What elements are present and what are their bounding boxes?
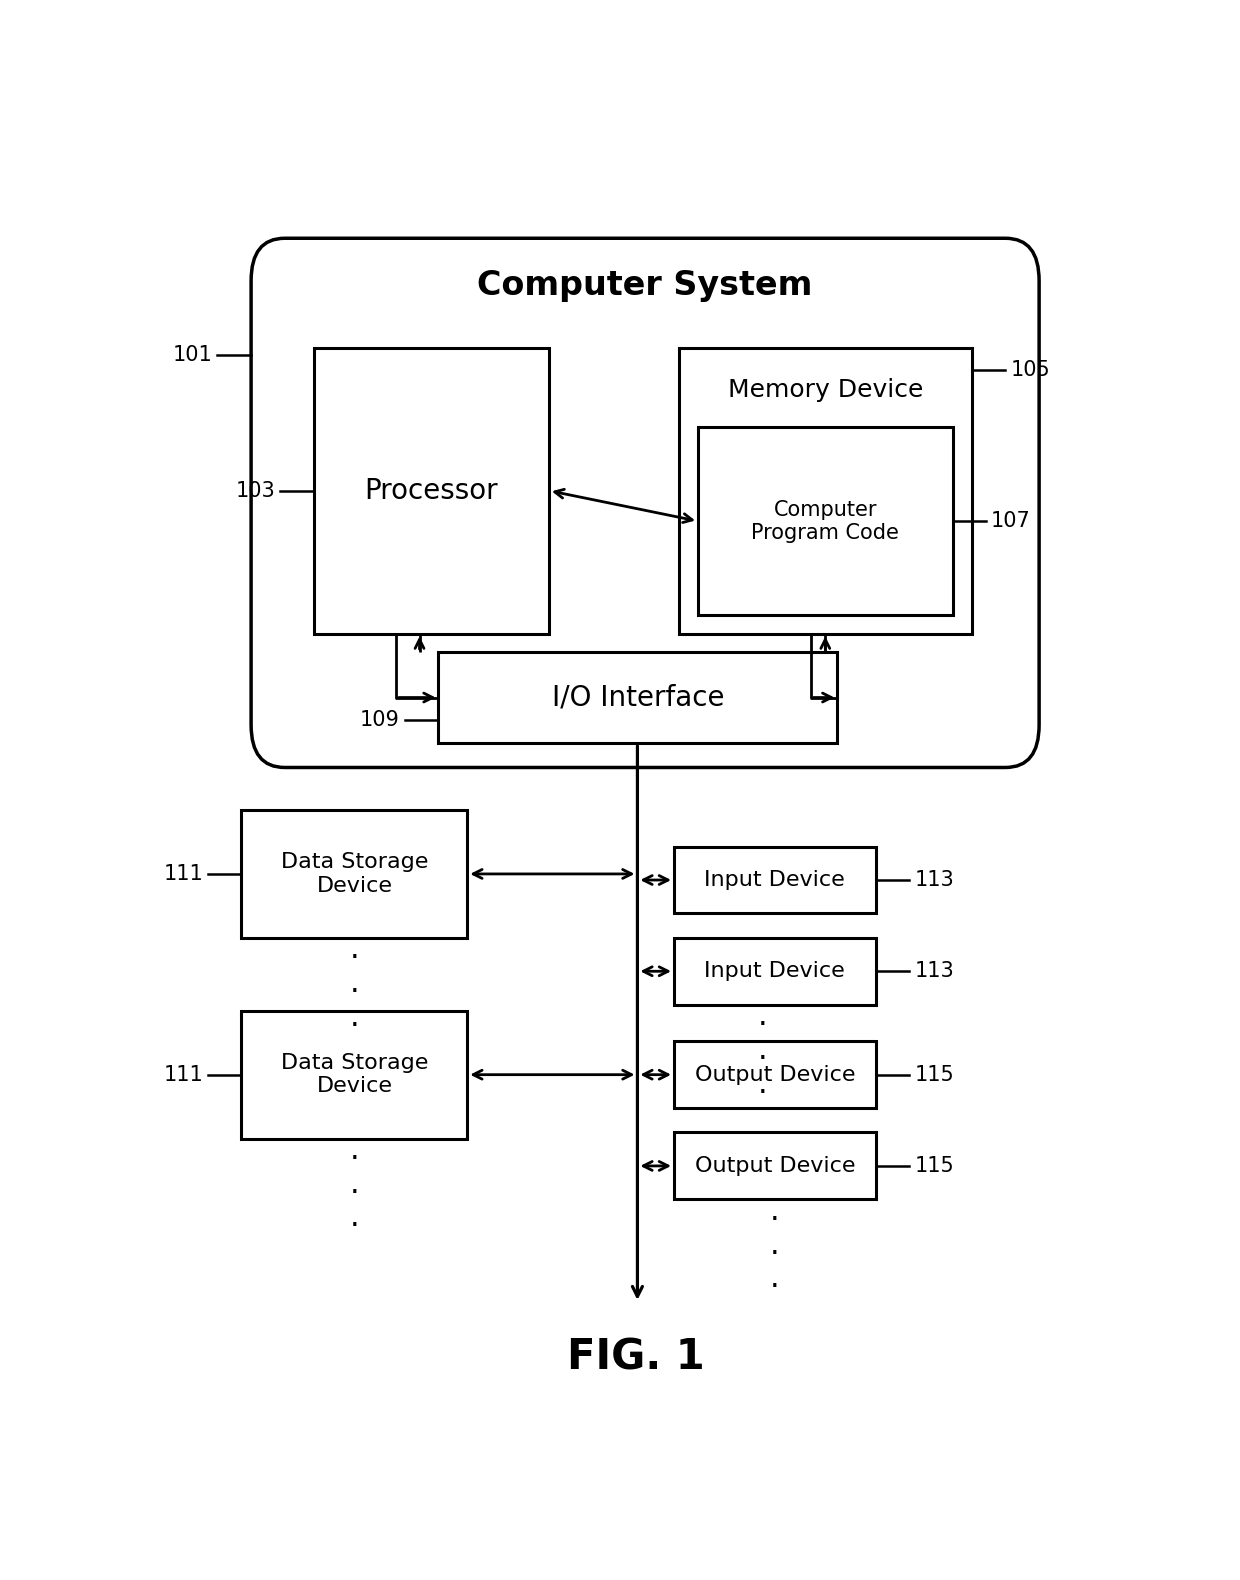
Text: 111: 111 (164, 864, 203, 883)
Text: Data Storage
Device: Data Storage Device (280, 852, 428, 896)
Text: 113: 113 (914, 871, 954, 890)
Text: 105: 105 (1011, 360, 1050, 379)
Bar (675, 847, 875, 913)
Text: 115: 115 (914, 1157, 954, 1176)
FancyBboxPatch shape (250, 239, 1039, 768)
Bar (242, 1011, 467, 1139)
Text: Input Device: Input Device (704, 871, 846, 890)
Bar (242, 811, 467, 939)
Text: Computer System: Computer System (477, 269, 812, 302)
Bar (439, 653, 837, 743)
Text: ·
·
·: · · · (350, 945, 360, 1041)
Bar (675, 939, 875, 1005)
Text: Processor: Processor (365, 477, 498, 504)
Text: ·
·
·: · · · (350, 1146, 360, 1242)
Text: Input Device: Input Device (704, 961, 846, 981)
Text: Data Storage
Device: Data Storage Device (280, 1054, 428, 1097)
Bar (314, 348, 549, 634)
Bar (678, 348, 972, 634)
Text: Memory Device: Memory Device (728, 378, 923, 403)
Text: 109: 109 (360, 711, 401, 730)
Text: Output Device: Output Device (694, 1157, 856, 1176)
Text: I/O Interface: I/O Interface (552, 684, 724, 711)
Text: Output Device: Output Device (694, 1065, 856, 1085)
Text: 101: 101 (172, 344, 213, 365)
Text: 113: 113 (914, 961, 954, 981)
Text: 107: 107 (991, 510, 1030, 531)
Text: ·
·
·: · · · (770, 1206, 780, 1302)
Bar (675, 1041, 875, 1108)
Bar (675, 1133, 875, 1199)
Text: Computer
Program Code: Computer Program Code (751, 499, 899, 542)
Text: 103: 103 (236, 480, 275, 501)
Text: FIG. 1: FIG. 1 (567, 1337, 704, 1378)
Text: ·
·
·: · · · (758, 1011, 768, 1108)
Text: 111: 111 (164, 1065, 203, 1085)
Bar (698, 427, 952, 615)
Text: 115: 115 (914, 1065, 954, 1085)
